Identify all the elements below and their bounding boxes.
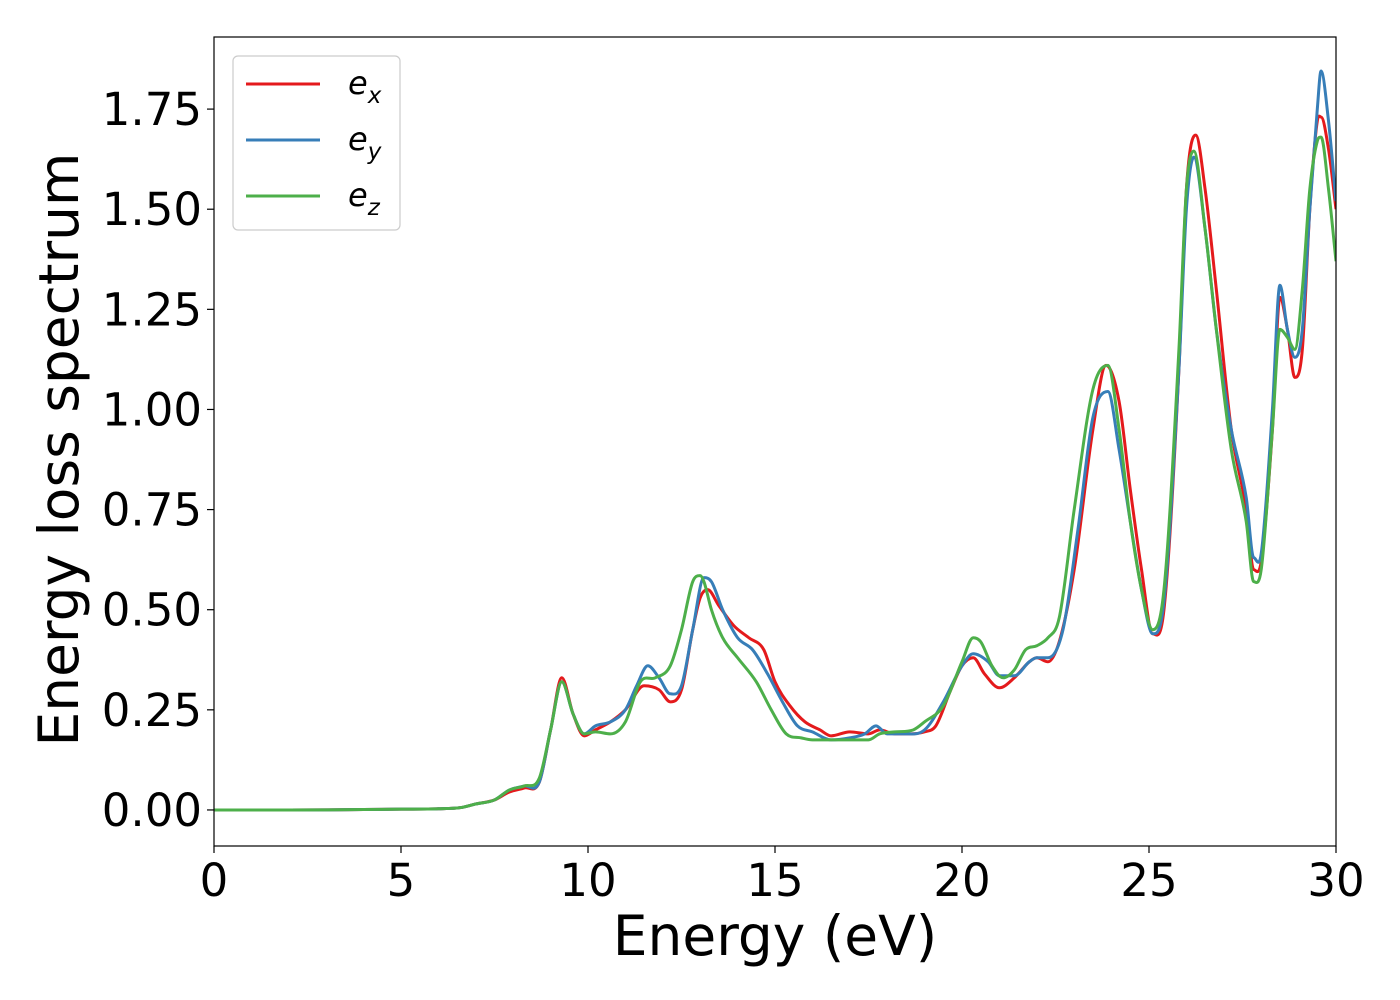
legend: ex ey ez bbox=[232, 55, 401, 231]
y-tick-label: 1.25 bbox=[102, 283, 202, 336]
x-axis: 0 5 10 15 20 25 30 bbox=[200, 846, 1365, 907]
x-tick-label: 0 bbox=[200, 854, 229, 907]
x-tick-label: 20 bbox=[933, 854, 990, 907]
y-tick-label: 1.00 bbox=[102, 383, 202, 436]
x-tick-label: 30 bbox=[1307, 854, 1364, 907]
x-tick-label: 25 bbox=[1120, 854, 1177, 907]
x-tick-label: 5 bbox=[387, 854, 416, 907]
x-tick-label: 10 bbox=[559, 854, 616, 907]
x-tick-label: 15 bbox=[746, 854, 803, 907]
legend-label-y: ey bbox=[348, 120, 382, 165]
y-tick-label: 0.25 bbox=[102, 684, 202, 737]
y-axis: 0.00 0.25 0.50 0.75 1.00 1.25 1.50 1.75 bbox=[102, 83, 214, 837]
legend-label-z: ez bbox=[348, 176, 381, 221]
y-tick-label: 1.75 bbox=[102, 83, 202, 136]
legend-label-x: ex bbox=[348, 64, 382, 109]
plot-lines bbox=[214, 69, 1336, 812]
y-tick-label: 0.00 bbox=[102, 784, 202, 837]
x-axis-label: Energy (eV) bbox=[613, 904, 937, 968]
y-tick-label: 1.50 bbox=[102, 183, 202, 236]
y-axis-label: Energy loss spectrum bbox=[27, 152, 91, 746]
series-line-z bbox=[214, 135, 1336, 812]
y-tick-label: 0.75 bbox=[102, 484, 202, 537]
y-tick-label: 0.50 bbox=[102, 584, 202, 637]
legend-box bbox=[232, 55, 401, 231]
